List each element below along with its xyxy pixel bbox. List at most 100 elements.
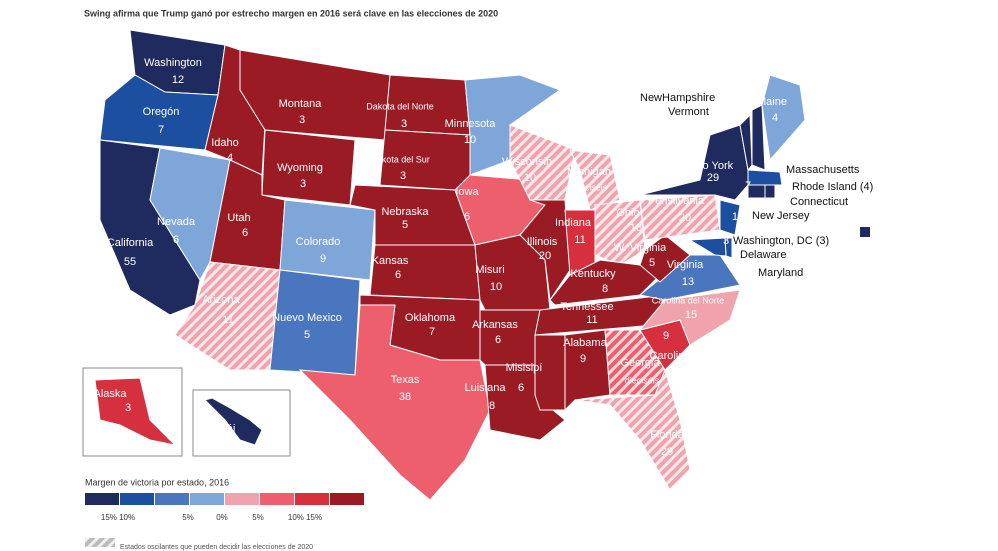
state-40 xyxy=(751,104,766,171)
state-name: Arkansas xyxy=(472,319,518,331)
state-name: Idaho xyxy=(211,137,239,149)
state-votes: 6 xyxy=(464,211,470,223)
state-votes: 20 xyxy=(679,212,691,224)
state-9 xyxy=(279,199,376,281)
state-votes: 3 xyxy=(400,170,406,182)
state-votes: 3 xyxy=(723,235,729,247)
state-name: Wyoming xyxy=(277,162,323,174)
legend-swatch xyxy=(330,493,364,505)
state-votes: dieciséis xyxy=(573,182,608,192)
state-votes: 3 xyxy=(125,402,131,414)
state-5 xyxy=(239,49,391,141)
state-name: Utah xyxy=(227,212,250,224)
state-name: Montana xyxy=(279,98,323,110)
state-votes: dieciséis xyxy=(625,375,660,385)
state-name: Nebraska xyxy=(381,206,429,218)
state-name: Dakota del Sur xyxy=(370,154,430,164)
state-votes: 8 xyxy=(602,283,608,295)
state-votes: 13 xyxy=(682,276,694,288)
state-name: Virginia xyxy=(667,259,704,271)
state-name: New Jersey xyxy=(752,210,810,222)
state-votes: 3 xyxy=(299,114,305,126)
legend-swatch xyxy=(190,493,224,505)
marker xyxy=(860,227,870,237)
state-name: Georgia xyxy=(620,357,660,369)
state-votes: 14 xyxy=(732,211,744,223)
state-name: Massachusetts xyxy=(786,164,860,176)
state-name: Wisconsin xyxy=(502,156,552,168)
state-name: Illinois xyxy=(527,236,558,248)
state-name: Delaware xyxy=(740,249,786,261)
state-votes: 5 xyxy=(649,257,655,269)
state-name: Luisiana xyxy=(465,382,507,394)
legend-tick: 0% xyxy=(216,513,228,522)
legend-swatch xyxy=(295,493,329,505)
state-votes: 9 xyxy=(663,330,669,342)
legend-swatch xyxy=(85,493,119,505)
state-name: Misisipí xyxy=(506,362,543,374)
state-name: Dakota del Norte xyxy=(366,101,434,111)
state-name: Misuri xyxy=(475,264,504,276)
state-44 xyxy=(747,184,766,199)
legend-swing-hatch xyxy=(85,538,115,547)
state-votes: 7 xyxy=(158,124,164,136)
state-name: Florida xyxy=(650,429,685,441)
legend-swing-note: Estados oscilantes que pueden decidir la… xyxy=(120,544,313,551)
state-votes: 6 xyxy=(242,227,248,239)
state-name: Maryland xyxy=(758,267,803,279)
swing-hatch xyxy=(575,370,690,490)
state-votes: 20 xyxy=(539,250,551,262)
state-votes: 11 xyxy=(574,234,585,246)
state-name: Arizona xyxy=(202,294,240,306)
state-votes: 6 xyxy=(173,234,179,246)
swing-hatch xyxy=(595,200,645,265)
state-name: California xyxy=(107,237,154,249)
hawaii-inset xyxy=(192,389,291,457)
state-votes: 5 xyxy=(304,329,310,341)
legend-tick: 10% 15% xyxy=(288,513,322,522)
state-name: Maine xyxy=(757,96,787,108)
state-name: Ohio xyxy=(616,207,639,219)
state-votes: 4 xyxy=(227,152,233,164)
state-name: Alaska xyxy=(93,388,127,400)
state-name: NewHampshire xyxy=(640,92,715,104)
state-votes: 4 xyxy=(273,426,279,438)
legend-swatch xyxy=(120,493,154,505)
state-votes: 29 xyxy=(661,446,673,458)
legend-title: Margen de victoria por estado, 2016 xyxy=(85,477,229,487)
state-name: Vermont xyxy=(668,106,709,118)
state-name: Colorado xyxy=(296,236,341,248)
state-votes: 6 xyxy=(518,382,524,394)
state-votes: 6 xyxy=(495,334,501,346)
state-48 xyxy=(688,237,727,257)
state-votes: 7 xyxy=(745,180,751,192)
states xyxy=(94,29,806,501)
state-name: Indiana xyxy=(555,217,592,229)
state-14 xyxy=(369,244,481,301)
state-name: Minnesota xyxy=(445,118,497,130)
state-name: Nuevo York xyxy=(677,160,734,172)
state-name: Texas xyxy=(391,374,420,386)
swing-hatch xyxy=(570,150,620,210)
alaska-inset xyxy=(82,367,183,457)
state-votes: 10 xyxy=(490,281,502,293)
legend-swatch xyxy=(155,493,189,505)
state-name: Washington, DC (3) xyxy=(733,235,829,247)
state-votes: 29 xyxy=(707,172,719,184)
state-votes: 38 xyxy=(399,391,411,403)
state-29 xyxy=(534,334,566,411)
state-votes: 9 xyxy=(320,253,326,265)
state-votes: 6 xyxy=(395,269,401,281)
state-name: Oklahoma xyxy=(405,312,456,324)
state-votes: 9 xyxy=(580,353,586,365)
state-votes: 8 xyxy=(489,400,495,412)
swing-hatch xyxy=(510,125,575,200)
legend-swatch xyxy=(260,493,294,505)
state-votes: 3 xyxy=(300,178,306,190)
legend-tick: 5% xyxy=(252,513,264,522)
state-name: Iowa xyxy=(455,186,479,198)
state-42 xyxy=(747,169,783,186)
state-45 xyxy=(719,199,741,236)
